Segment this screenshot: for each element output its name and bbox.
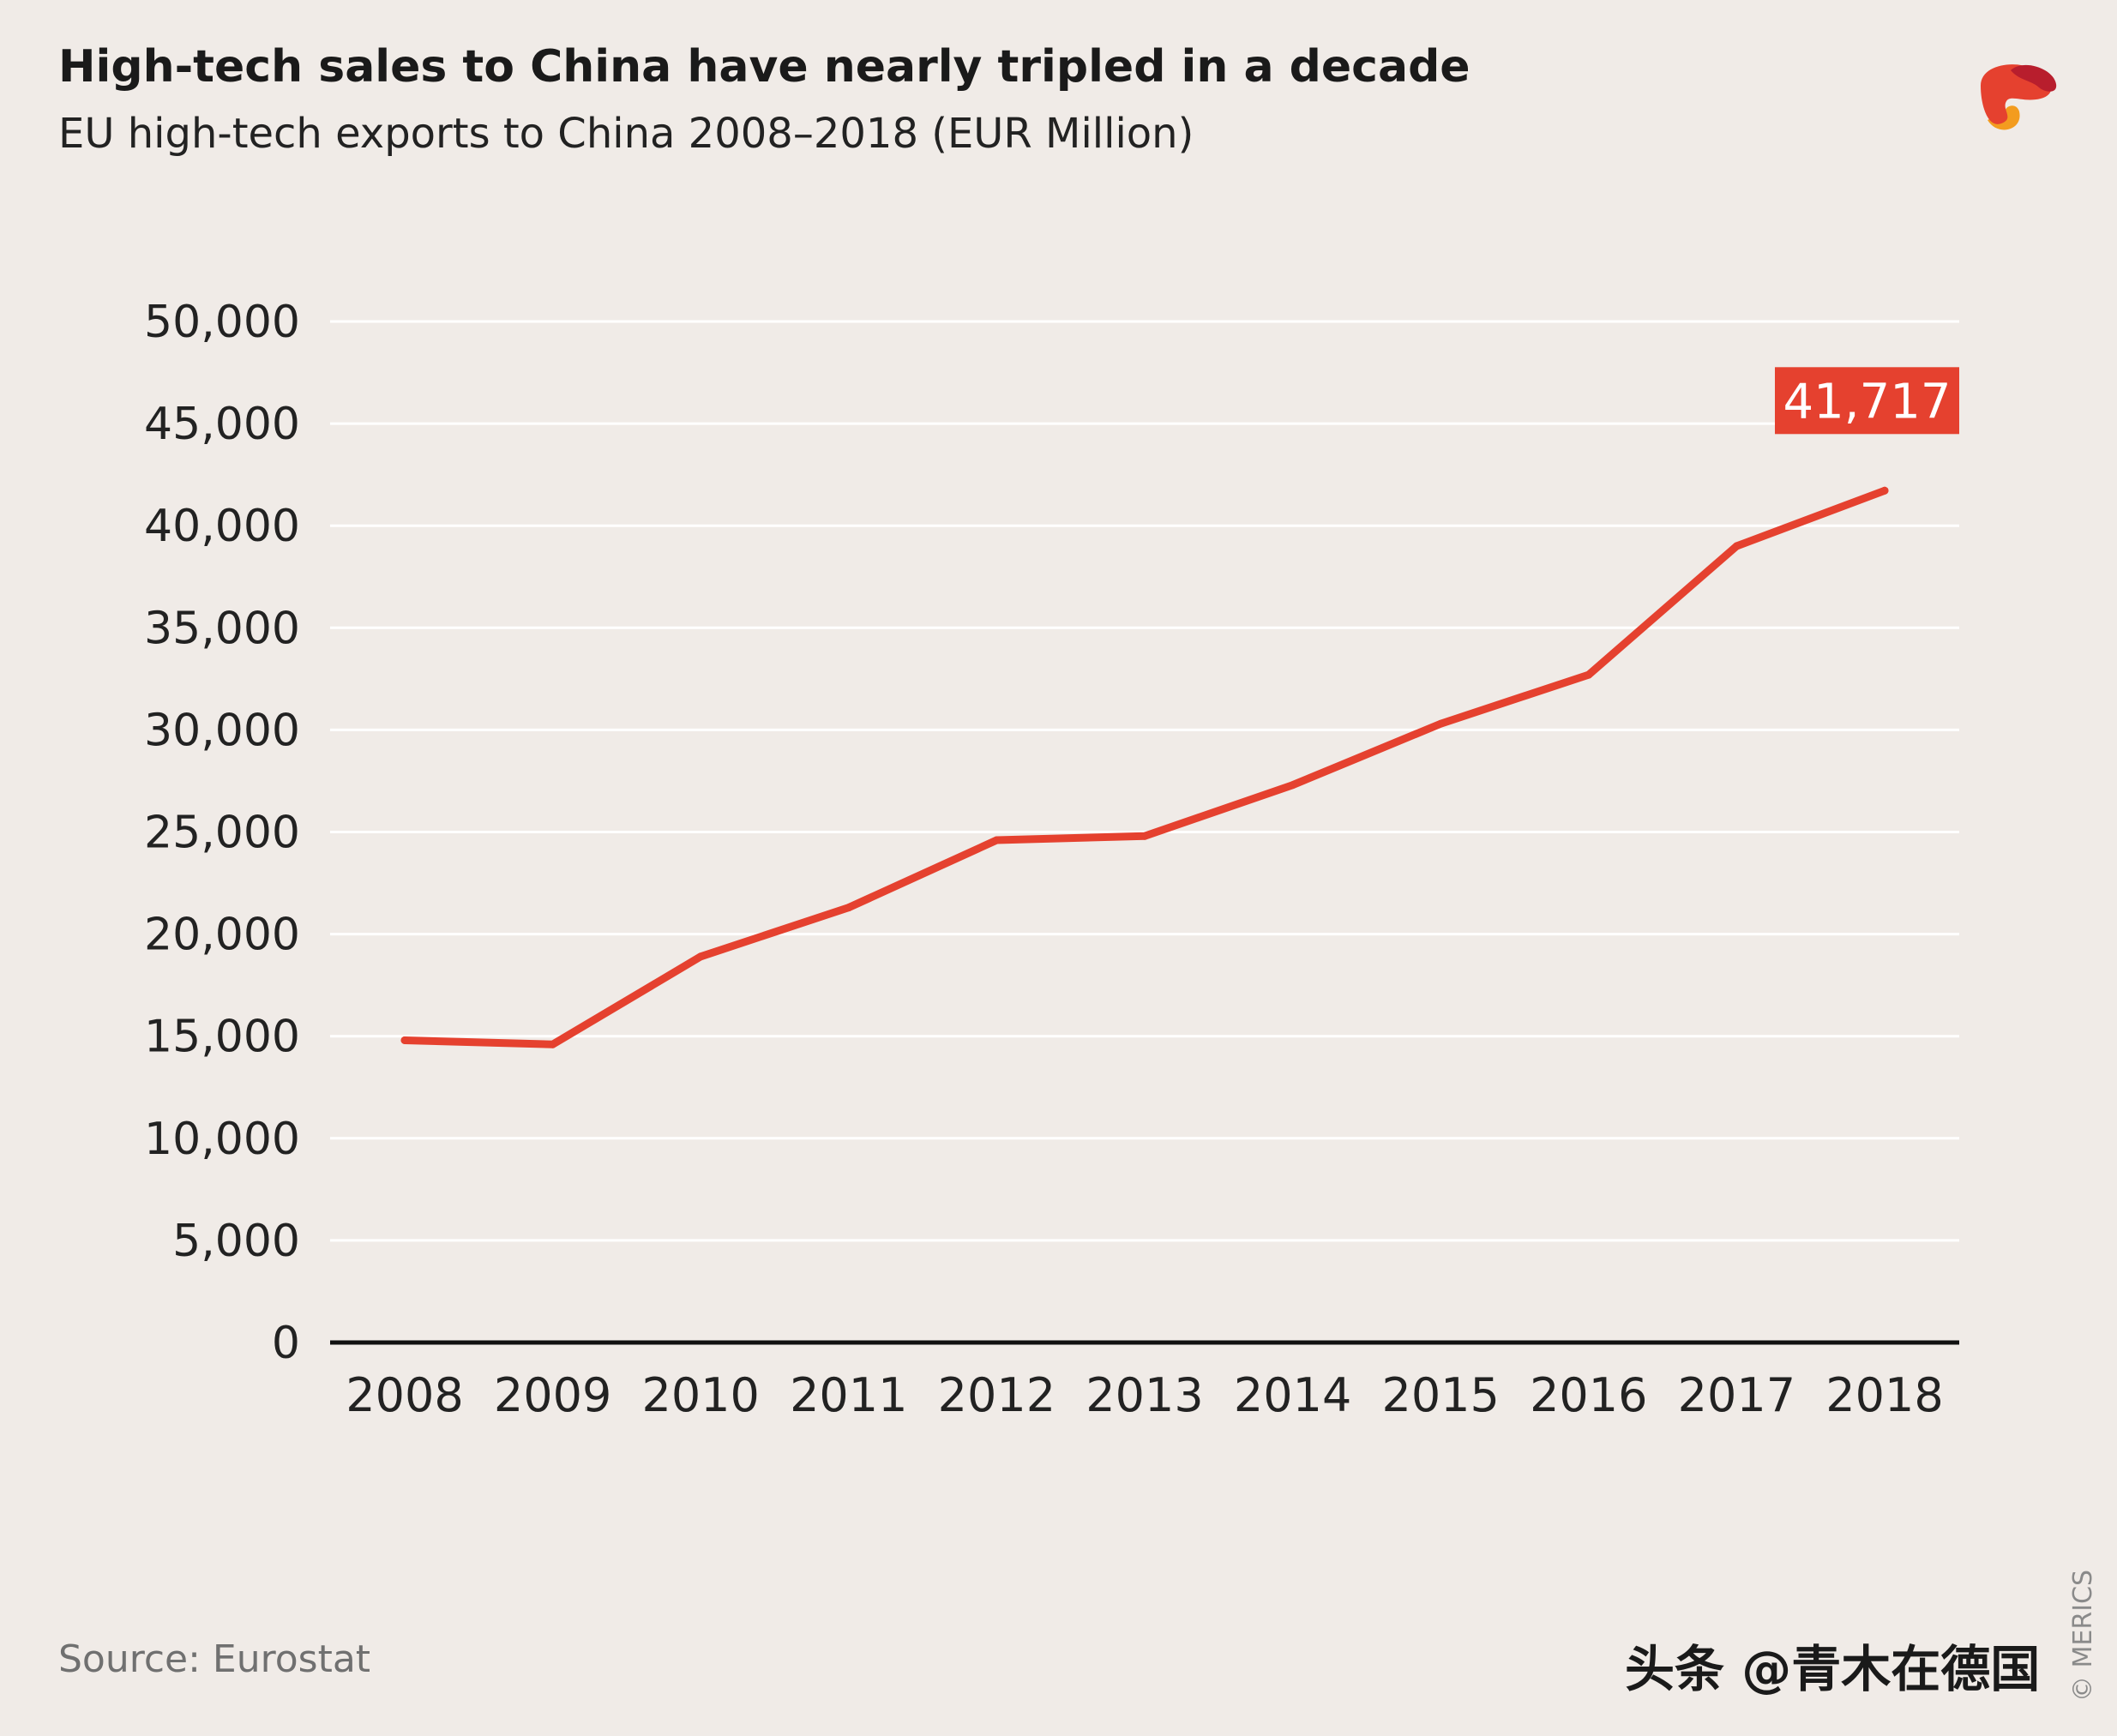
y-tick-label: 0 xyxy=(272,1318,300,1369)
chart-title: High-tech sales to China have nearly tri… xyxy=(58,41,1470,93)
y-tick-label: 10,000 xyxy=(144,1114,300,1165)
data-point xyxy=(992,836,1001,844)
x-tick-label: 2014 xyxy=(1234,1368,1351,1422)
y-tick-label: 50,000 xyxy=(144,297,300,348)
x-tick-label: 2015 xyxy=(1381,1368,1499,1422)
x-tick-label: 2010 xyxy=(641,1368,759,1422)
y-tick-label: 35,000 xyxy=(144,603,300,654)
x-tick-label: 2012 xyxy=(938,1368,1055,1422)
data-point xyxy=(696,952,705,961)
series-group xyxy=(400,486,1889,1048)
y-tick-label: 45,000 xyxy=(144,399,300,450)
y-tick-label: 20,000 xyxy=(144,910,300,961)
merics-logo-icon xyxy=(1981,64,2057,130)
x-tick-label: 2018 xyxy=(1825,1368,1943,1422)
x-tick-label: 2009 xyxy=(494,1368,611,1422)
x-tick-label: 2016 xyxy=(1530,1368,1647,1422)
annotation-box xyxy=(1775,367,1959,435)
x-tick-label: 2008 xyxy=(346,1368,463,1422)
data-point xyxy=(1436,719,1445,728)
y-tick-label: 30,000 xyxy=(144,705,300,756)
y-tick-label: 25,000 xyxy=(144,808,300,859)
data-point xyxy=(1880,486,1889,495)
logo-shape-dark xyxy=(2011,64,2057,92)
x-tick-label: 2017 xyxy=(1678,1368,1795,1422)
watermark-text: 头条 @青木在德国 xyxy=(1625,1640,2041,1698)
x-axis-ticks: 2008 2009 2010 2011 2012 2013 2014 2015 2016 2017… xyxy=(346,1368,1943,1422)
copyright-text: © MERICS xyxy=(2068,1569,2098,1702)
data-point xyxy=(1732,542,1741,550)
y-tick-label: 5,000 xyxy=(172,1216,300,1267)
data-point xyxy=(1585,670,1593,679)
y-tick-label: 40,000 xyxy=(144,501,300,552)
source-note: Source: Eurostat xyxy=(58,1637,371,1681)
x-tick-label: 2013 xyxy=(1086,1368,1203,1422)
data-point xyxy=(1140,832,1149,840)
data-point xyxy=(549,1040,557,1048)
x-tick-label: 2011 xyxy=(790,1368,907,1422)
grid-lines xyxy=(330,320,1959,1242)
series-line xyxy=(400,486,1889,1048)
data-point xyxy=(845,904,853,912)
chart-subtitle: EU high-tech exports to China 2008–2018 … xyxy=(58,110,1194,158)
annotation-label: 41,717 xyxy=(1783,374,1952,429)
annotation-group: 41,717 xyxy=(1775,367,1959,435)
data-point xyxy=(400,1036,409,1044)
data-point xyxy=(1289,781,1297,790)
y-axis-ticks: 0 5,000 10,000 15,000 20,000 25,000 30,000 35,0… xyxy=(144,297,300,1369)
y-tick-label: 15,000 xyxy=(144,1012,300,1063)
